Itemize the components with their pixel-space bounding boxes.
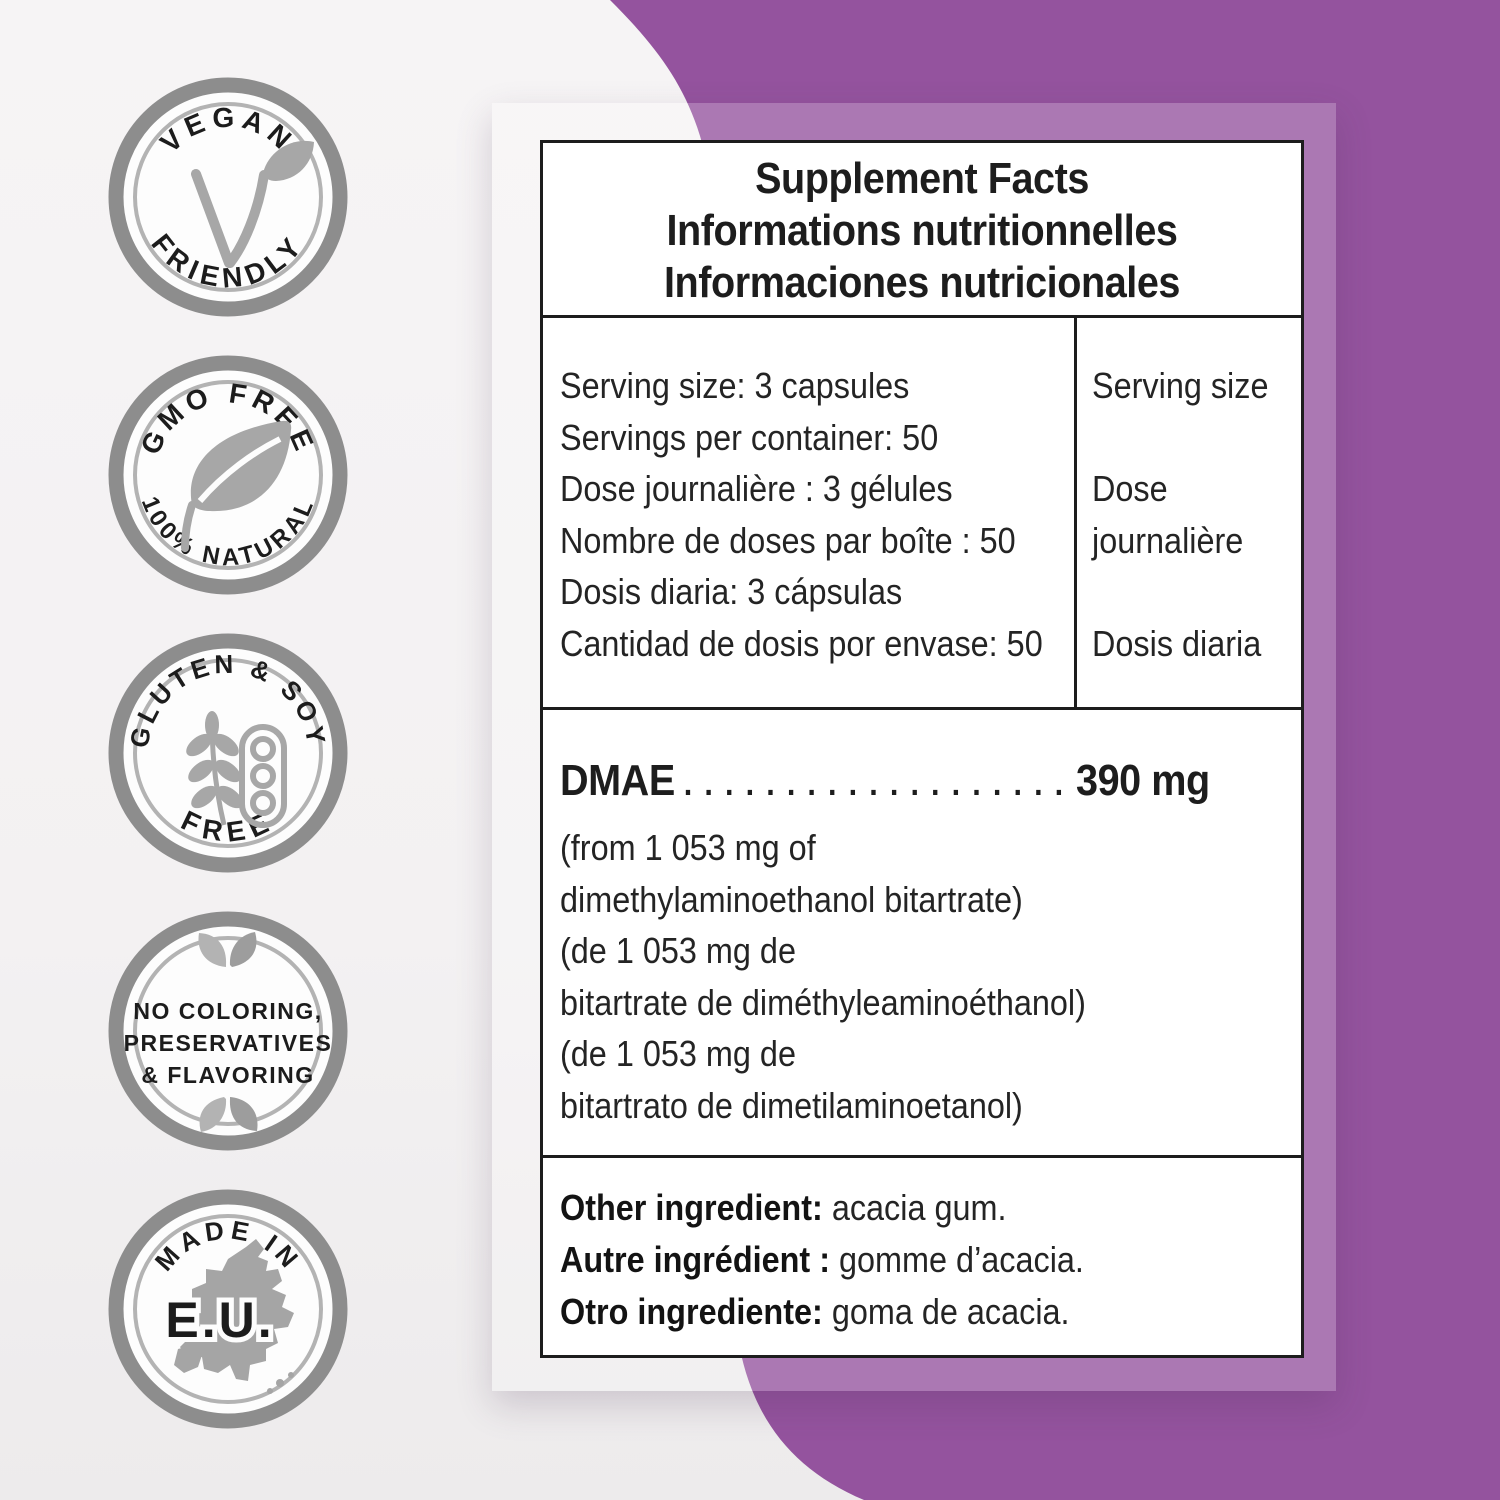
other-ingredient-label-fr: Autre ingrédient : [560, 1239, 831, 1280]
badge-no-additives-line-1: NO COLORING, [133, 998, 322, 1024]
wheat-icon [186, 711, 243, 826]
badge-made-in-eu: MADE IN E.U. [108, 1189, 348, 1429]
other-ingredient-label-en: Other ingredient: [560, 1187, 823, 1228]
badge-outer-ring [108, 77, 348, 317]
ingredient-details: (from 1 053 mg of dimethylaminoethanol b… [560, 822, 1301, 1131]
europe-map-icon [170, 1239, 294, 1394]
ingredient-section: DMAE . . . . . . . . . . . . . . . . . .… [543, 710, 1301, 1158]
soy-pod-icon [239, 724, 287, 828]
badge-vegan-friendly: VEGAN FRIENDLY [108, 77, 348, 317]
badge-inner-ring [133, 658, 323, 848]
badge-no-additives-line-3: & FLAVORING [141, 1062, 314, 1088]
dot-leader: . . . . . . . . . . . . . . . . . . . . … [683, 765, 1077, 803]
ingredient-amount: 390 mg [1076, 756, 1210, 805]
serving-details-column: Serving size: 3 capsules Servings per co… [543, 318, 1074, 707]
serving-size-en: Serving size: 3 capsules [560, 365, 910, 406]
other-ingredient-value-en: acacia gum. [822, 1187, 1007, 1228]
servings-per-container-fr: Nombre de doses par boîte : 50 [560, 519, 1016, 561]
badge-inner-ring [133, 1214, 323, 1404]
panel-title-fr: Informations nutritionnelles [666, 206, 1178, 255]
servings-per-container-es: Cantidad de dosis por envase: 50 [560, 622, 1043, 664]
other-ingredient-value-fr: gomme d’acacia. [830, 1239, 1084, 1280]
supplement-facts-panel: Supplement Facts Informations nutritionn… [540, 140, 1304, 1358]
vegan-v-leaf-icon [191, 140, 314, 268]
other-ingredient-value-es: goma de acacia. [822, 1291, 1070, 1332]
badge-no-additives-line-2: PRESERVATIVES [124, 1030, 333, 1056]
serving-size-fr: Dose journalière : 3 gélules [560, 468, 953, 509]
other-ingredient-en: Other ingredient: acacia gum. [560, 1182, 1227, 1234]
badge-inner-ring [133, 380, 323, 570]
ingredient-detail-fr-1: (de 1 053 mg de [560, 930, 796, 971]
other-ingredients-section: Other ingredient: acacia gum. Autre ingr… [543, 1158, 1301, 1355]
serving-label-es: Dosis diaria [1092, 622, 1262, 664]
other-ingredient-fr: Autre ingrédient : gomme d’acacia. [560, 1234, 1227, 1286]
badge-outer-ring [108, 911, 348, 1151]
serving-labels-column: Serving size Dose journalière Dosis diar… [1074, 318, 1301, 707]
ingredient-detail-es-2: bitartrato de dimetilaminoetanol) [560, 1084, 1023, 1126]
badge-eu-center-text: E.U. [165, 1292, 274, 1348]
panel-title-en: Supplement Facts [755, 154, 1089, 203]
natural-leaf-icon [181, 420, 292, 552]
ingredient-detail-es-1: (de 1 053 mg de [560, 1033, 796, 1074]
leaves-bottom-icon [199, 1097, 258, 1132]
certification-badges: VEGAN FRIENDLY GMO FREE 100% NATURAL [108, 77, 348, 1429]
serving-section: Serving size: 3 capsules Servings per co… [543, 318, 1301, 710]
serving-label-en: Serving size [1092, 365, 1269, 406]
panel-title: Supplement Facts Informations nutritionn… [543, 143, 1301, 318]
serving-size-es: Dosis diaria: 3 cápsulas [560, 571, 903, 612]
ingredient-detail-en-1: (from 1 053 mg of [560, 827, 816, 868]
ingredient-amount-row: DMAE . . . . . . . . . . . . . . . . . .… [560, 756, 1210, 806]
serving-label-fr-1: Dose [1092, 468, 1168, 509]
badge-gmo-free: GMO FREE 100% NATURAL [108, 355, 348, 595]
ingredient-detail-en-2: dimethylaminoethanol bitartrate) [560, 878, 1023, 920]
servings-per-container-en: Servings per container: 50 [560, 416, 939, 458]
label-card: Supplement Facts Informations nutritionn… [492, 103, 1336, 1391]
badge-gluten-soy-free: GLUTEN & SOY FREE [108, 633, 348, 873]
ingredient-name: DMAE [560, 756, 675, 805]
badge-no-additives: NO COLORING, PRESERVATIVES & FLAVORING [108, 911, 348, 1151]
other-ingredient-label-es: Otro ingrediente: [560, 1291, 823, 1332]
other-ingredient-es: Otro ingrediente: goma de acacia. [560, 1286, 1227, 1338]
ingredient-detail-fr-2: bitartrate de diméthyleaminoéthanol) [560, 981, 1086, 1023]
serving-label-fr-2: journalière [1092, 519, 1244, 561]
badge-inner-ring [133, 102, 323, 292]
leaves-top-icon [198, 932, 257, 967]
badge-inner-ring [133, 936, 323, 1126]
panel-title-es: Informaciones nutricionales [664, 258, 1180, 307]
